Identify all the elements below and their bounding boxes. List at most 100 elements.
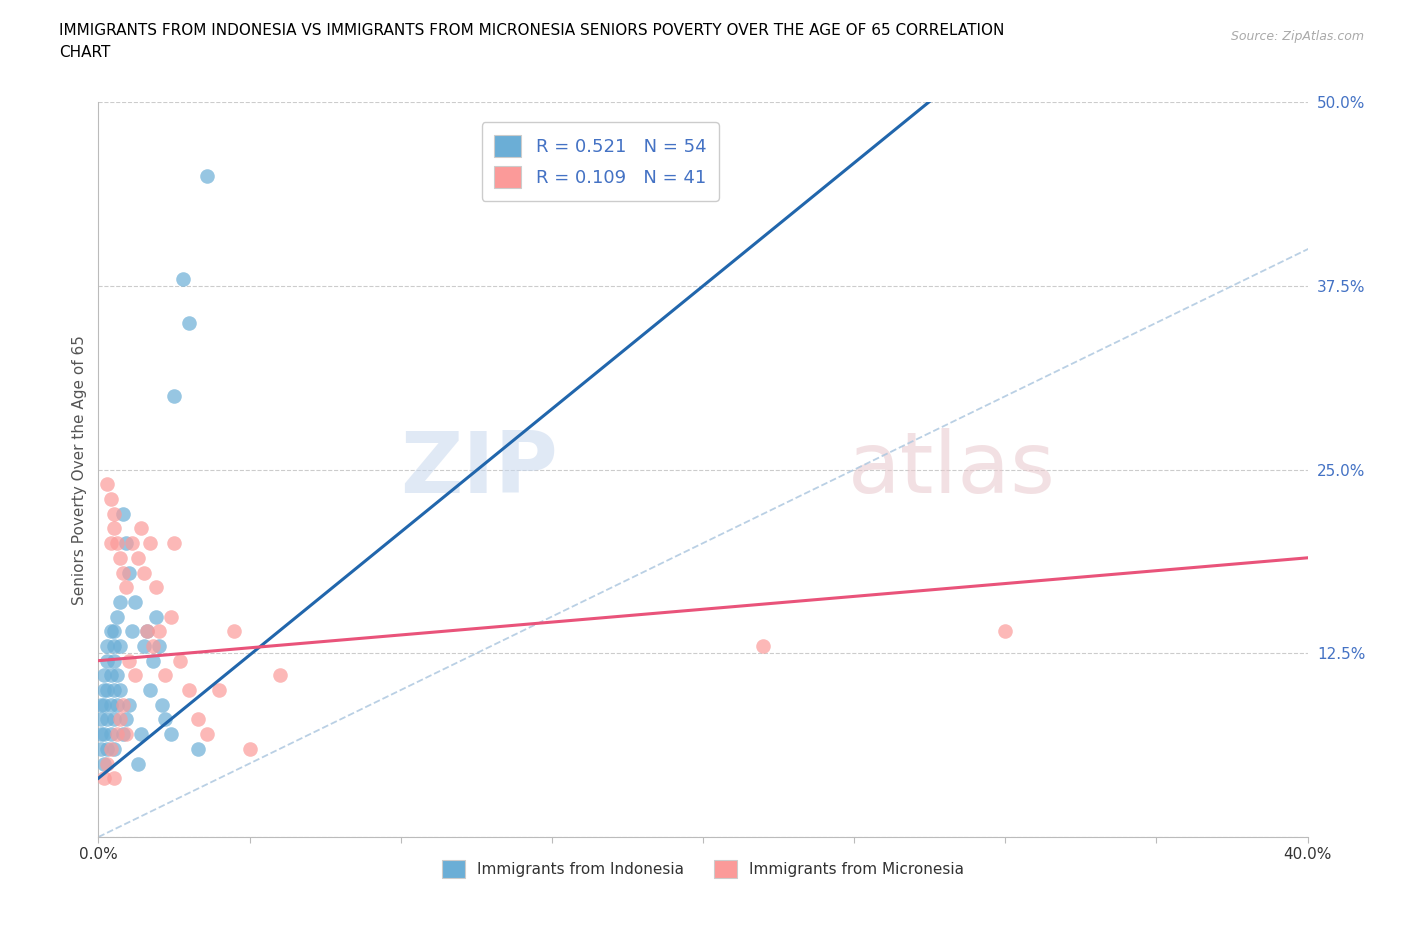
Point (93, 668, 115, 683)
Text: IMMIGRANTS FROM INDONESIA VS IMMIGRANTS FROM MICRONESIA SENIORS POVERTY OVER THE: IMMIGRANTS FROM INDONESIA VS IMMIGRANTS … (59, 23, 1004, 38)
Point (111, 698, 134, 712)
Point (100, 624, 122, 639)
Point (118, 653, 141, 668)
Point (93, 726, 115, 741)
Point (145, 579, 167, 594)
Point (135, 624, 157, 639)
Point (90, 698, 112, 712)
Point (135, 624, 157, 639)
Point (93, 683, 115, 698)
Point (118, 565, 141, 580)
Point (108, 683, 131, 698)
Point (239, 741, 262, 756)
Point (153, 712, 176, 727)
Point (160, 726, 183, 741)
Point (105, 536, 128, 551)
Point (90, 741, 112, 756)
Point (121, 536, 143, 551)
Point (105, 726, 128, 741)
Point (103, 741, 125, 756)
Point (163, 389, 186, 404)
Text: ZIP: ZIP (401, 428, 558, 512)
Point (150, 698, 173, 712)
Point (148, 624, 170, 639)
Point (132, 639, 155, 654)
Point (179, 315, 201, 330)
Point (103, 624, 125, 639)
Point (160, 609, 183, 624)
Text: atlas: atlas (848, 428, 1056, 512)
Point (96, 477, 118, 492)
Point (163, 536, 186, 551)
Text: Source: ZipAtlas.com: Source: ZipAtlas.com (1230, 30, 1364, 43)
Point (129, 521, 152, 536)
Point (96, 683, 118, 698)
Point (124, 594, 146, 609)
Point (139, 683, 162, 698)
Point (994, 624, 1017, 639)
Point (153, 668, 176, 683)
Point (108, 594, 131, 609)
Point (100, 698, 122, 712)
Point (93, 698, 115, 712)
Point (114, 726, 136, 741)
Point (96, 653, 118, 668)
Text: CHART: CHART (59, 45, 111, 60)
Point (96, 639, 118, 654)
Point (169, 653, 191, 668)
Point (108, 712, 131, 727)
Point (90, 726, 112, 741)
Point (142, 653, 165, 668)
Point (103, 521, 125, 536)
Point (179, 683, 201, 698)
Point (103, 683, 125, 698)
Point (111, 506, 134, 521)
Point (93, 771, 115, 786)
Point (103, 639, 125, 654)
Point (224, 624, 246, 639)
Point (127, 551, 149, 565)
Point (103, 712, 125, 727)
Point (752, 639, 775, 654)
Point (111, 726, 134, 741)
Point (108, 639, 131, 654)
Point (187, 741, 209, 756)
Point (145, 609, 167, 624)
Point (105, 698, 128, 712)
Point (118, 698, 141, 712)
Point (114, 536, 136, 551)
Point (96, 741, 118, 756)
Point (114, 712, 136, 727)
Point (100, 741, 122, 756)
Point (105, 609, 128, 624)
Point (96, 712, 118, 727)
Point (208, 683, 231, 698)
Point (148, 639, 170, 654)
Point (96, 756, 118, 771)
Point (269, 668, 291, 683)
Point (100, 726, 122, 741)
Point (139, 536, 162, 551)
Point (127, 756, 149, 771)
Legend: Immigrants from Indonesia, Immigrants from Micronesia: Immigrants from Indonesia, Immigrants fr… (436, 854, 970, 884)
Point (111, 565, 134, 580)
Point (93, 756, 115, 771)
Point (132, 565, 155, 580)
Point (142, 639, 165, 654)
Point (195, 726, 218, 741)
Point (108, 551, 131, 565)
Point (129, 726, 152, 741)
Point (103, 653, 125, 668)
Point (100, 668, 122, 683)
Point (103, 506, 125, 521)
Point (187, 712, 209, 727)
Point (172, 272, 194, 286)
Point (90, 712, 112, 727)
Point (105, 668, 128, 683)
Point (121, 624, 143, 639)
Y-axis label: Seniors Poverty Over the Age of 65: Seniors Poverty Over the Age of 65 (72, 335, 87, 604)
Point (103, 771, 125, 786)
Point (100, 492, 122, 507)
Point (114, 579, 136, 594)
Point (124, 668, 146, 683)
